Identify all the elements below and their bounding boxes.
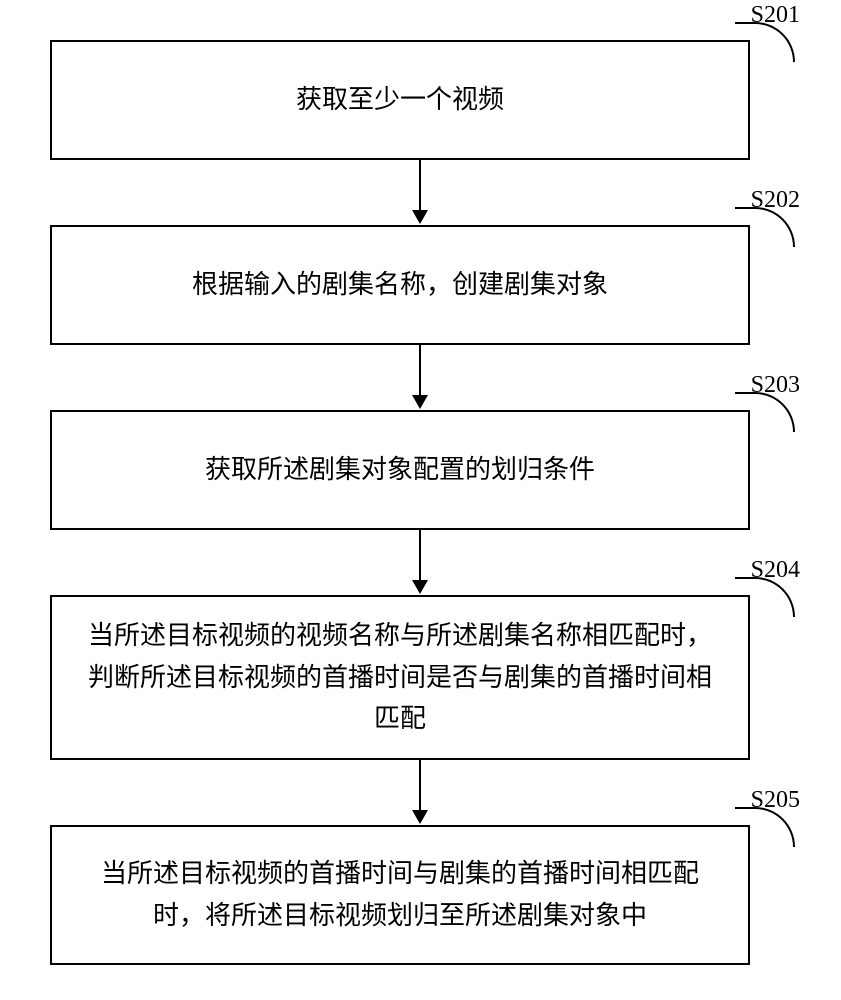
label-text-s203: S203 <box>751 372 800 398</box>
label-text-s202: S202 <box>751 187 800 213</box>
step-box-s202: 根据输入的剧集名称，创建剧集对象 <box>50 225 750 345</box>
arrow-head-4 <box>412 810 428 824</box>
connector-1 <box>419 160 421 210</box>
step-label-s203: S203 <box>751 372 800 399</box>
step-box-s203: 获取所述剧集对象配置的划归条件 <box>50 410 750 530</box>
connector-2 <box>419 345 421 395</box>
connector-3 <box>419 530 421 580</box>
step-label-s202: S202 <box>751 187 800 214</box>
connector-4 <box>419 760 421 810</box>
arrow-head-1 <box>412 210 428 224</box>
arrow-head-3 <box>412 580 428 594</box>
label-text-s204: S204 <box>751 557 800 583</box>
step-box-s205: 当所述目标视频的首播时间与剧集的首播时间相匹配时，将所述目标视频划归至所述剧集对… <box>50 825 750 965</box>
step-text-s203: 获取所述剧集对象配置的划归条件 <box>205 449 595 491</box>
step-text-s201: 获取至少一个视频 <box>296 79 504 121</box>
label-text-s201: S201 <box>751 2 800 28</box>
step-box-s201: 获取至少一个视频 <box>50 40 750 160</box>
arrow-head-2 <box>412 395 428 409</box>
step-label-s205: S205 <box>751 787 800 814</box>
step-label-s204: S204 <box>751 557 800 584</box>
step-text-s204: 当所述目标视频的视频名称与所述剧集名称相匹配时，判断所述目标视频的首播时间是否与… <box>82 615 718 740</box>
step-label-s201: S201 <box>751 2 800 29</box>
step-text-s202: 根据输入的剧集名称，创建剧集对象 <box>192 264 608 306</box>
step-box-s204: 当所述目标视频的视频名称与所述剧集名称相匹配时，判断所述目标视频的首播时间是否与… <box>50 595 750 760</box>
label-text-s205: S205 <box>751 787 800 813</box>
step-text-s205: 当所述目标视频的首播时间与剧集的首播时间相匹配时，将所述目标视频划归至所述剧集对… <box>82 853 718 936</box>
